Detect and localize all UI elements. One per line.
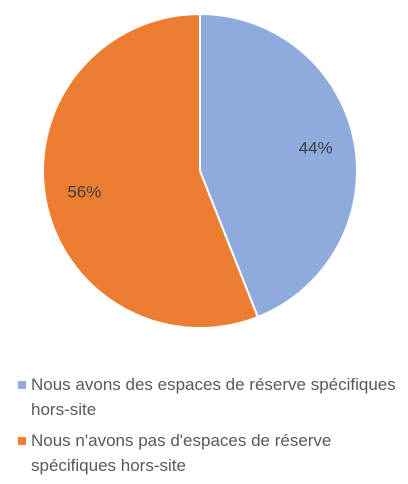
pie-slice bbox=[42, 12, 260, 329]
legend-label: Nous avons des espaces de réserve spécif… bbox=[31, 375, 396, 419]
legend: Nous avons des espaces de réserve spécif… bbox=[18, 372, 398, 484]
data-label: 44% bbox=[299, 138, 333, 157]
pie-slice bbox=[199, 12, 358, 319]
legend-swatch bbox=[18, 437, 26, 445]
legend-item: Nous n'avons pas d'espaces de réserve sp… bbox=[18, 428, 398, 478]
legend-label: Nous n'avons pas d'espaces de réserve sp… bbox=[31, 431, 332, 475]
legend-item: Nous avons des espaces de réserve spécif… bbox=[18, 372, 398, 422]
pie-area: 44% 56% bbox=[42, 12, 358, 329]
data-label: 56% bbox=[67, 183, 101, 202]
legend-swatch bbox=[18, 381, 26, 389]
